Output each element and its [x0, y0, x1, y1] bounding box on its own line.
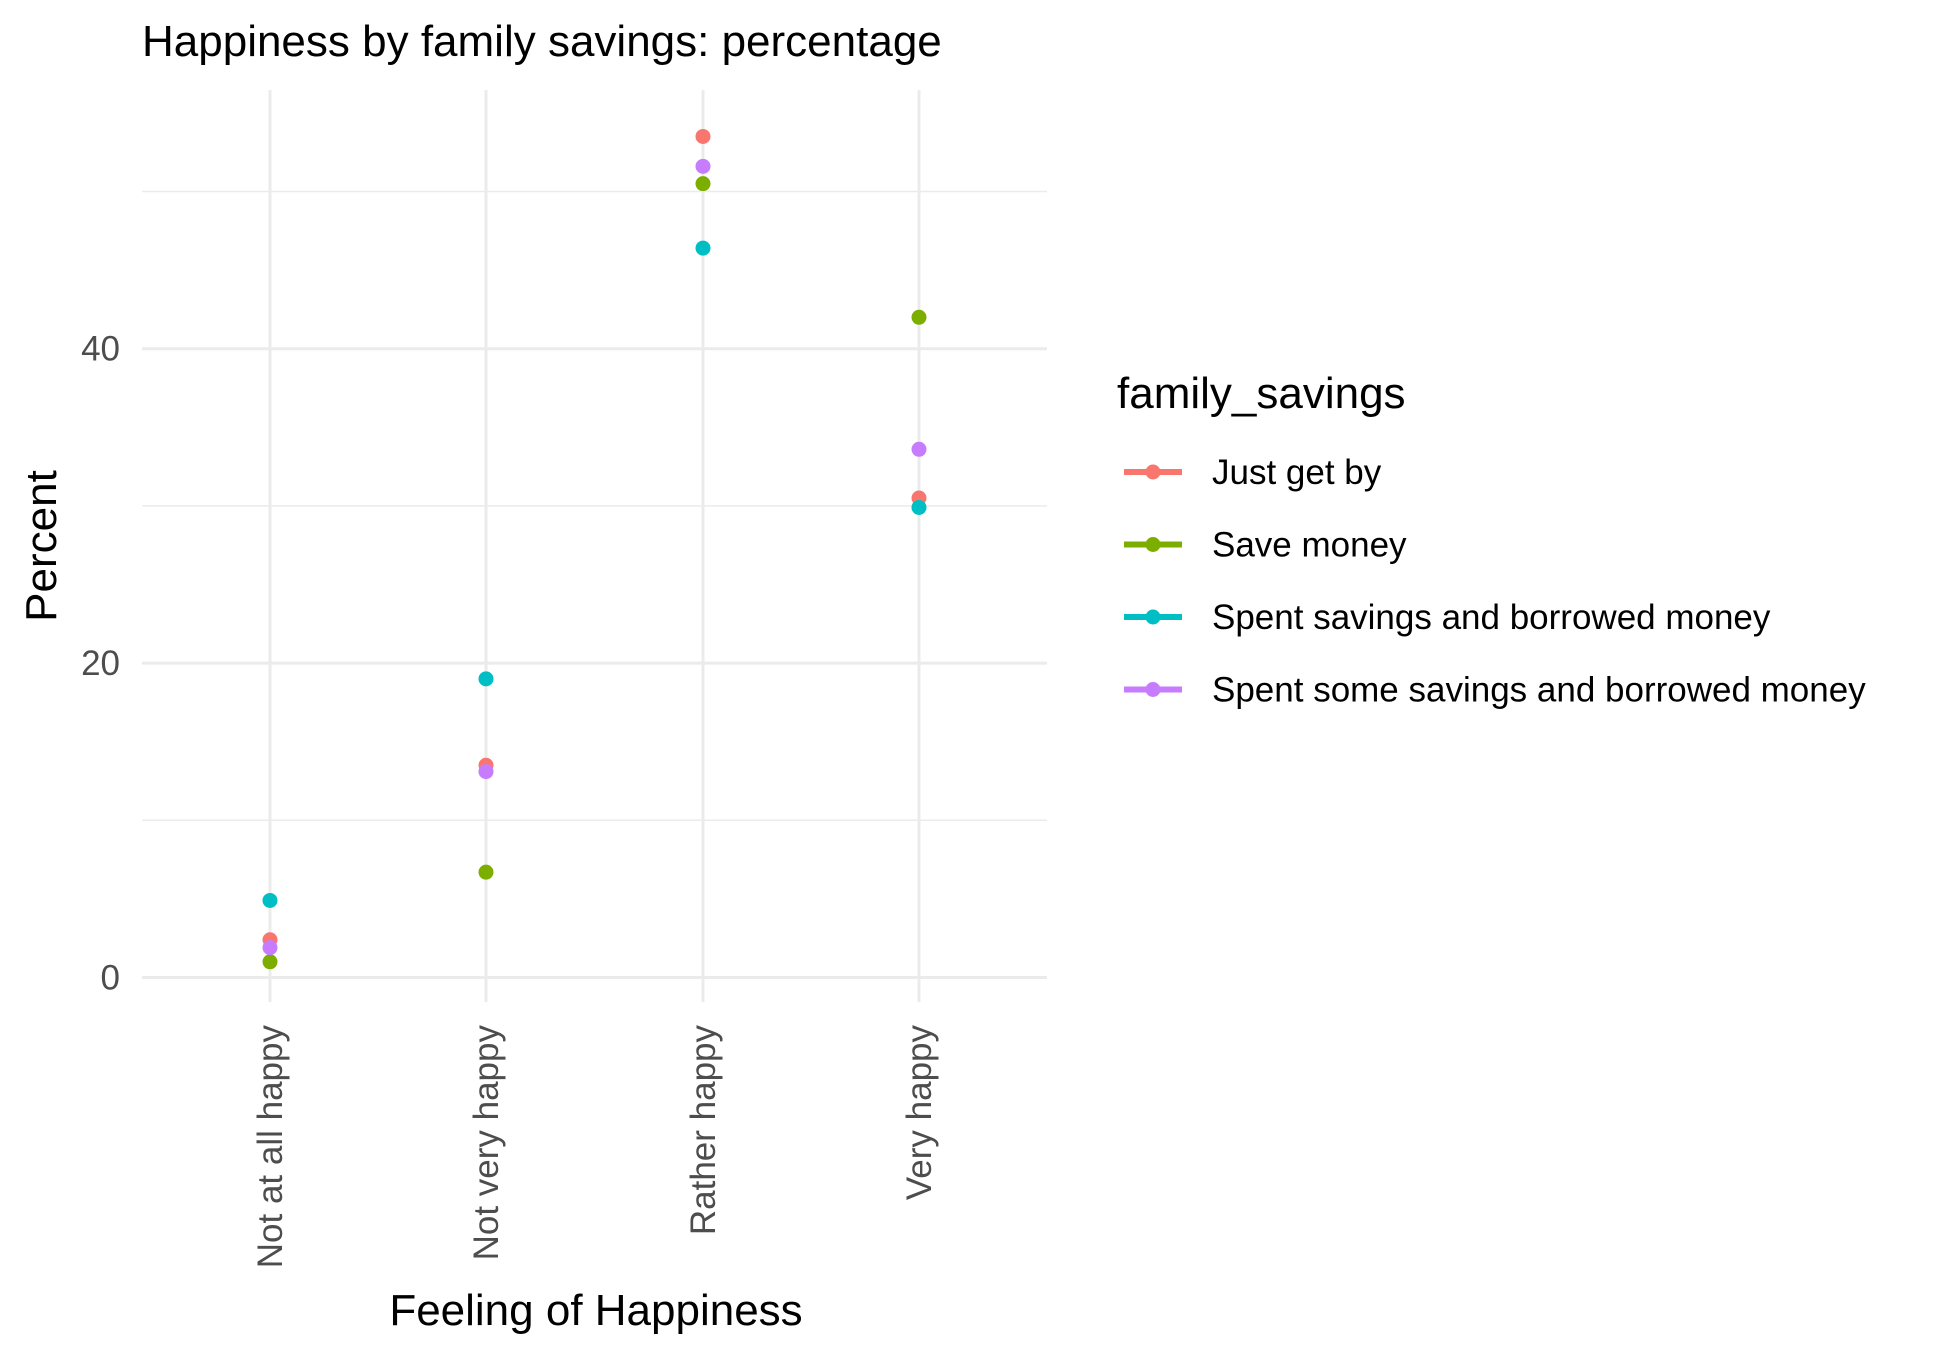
point-3-3	[911, 441, 927, 457]
point-3-2	[695, 158, 711, 174]
y-tick-label-1: 20	[81, 644, 120, 683]
y-tick-label-2: 40	[81, 330, 120, 369]
point-2-1	[478, 671, 494, 687]
chart-title: Happiness by family savings: percentage	[142, 17, 942, 66]
point-2-0	[262, 892, 278, 908]
x-tick-label-3: Very happy	[900, 1025, 939, 1201]
legend-key-point-2	[1145, 609, 1161, 625]
y-axis-ticks: 0 20 40	[81, 330, 120, 998]
x-tick-label-2: Rather happy	[684, 1025, 723, 1236]
legend-label-2: Spent savings and borrowed money	[1212, 598, 1771, 637]
point-3-0	[262, 940, 278, 956]
point-1-3	[911, 309, 927, 325]
y-axis-title: Percent	[17, 470, 66, 622]
point-0-2	[695, 128, 711, 144]
point-2-2	[695, 240, 711, 256]
point-1-2	[695, 176, 711, 192]
legend-item-3: Spent some savings and borrowed money	[1124, 671, 1866, 710]
legend-key-point-1	[1145, 537, 1161, 552]
point-3-1	[478, 764, 494, 780]
x-tick-label-1: Not very happy	[467, 1025, 506, 1261]
point-1-0	[262, 954, 278, 970]
x-tick-label-0: Not at all happy	[251, 1025, 290, 1269]
point-1-1	[478, 864, 494, 880]
legend-item-0: Just get by	[1124, 453, 1382, 492]
x-axis-ticks: Not at all happy Not very happy Rather hap…	[251, 1025, 939, 1269]
point-2-3	[911, 499, 927, 515]
data-points	[262, 128, 927, 970]
legend-key-point-0	[1145, 464, 1161, 480]
legend-label-0: Just get by	[1212, 453, 1382, 492]
x-axis-title: Feeling of Happiness	[389, 1286, 802, 1335]
legend-title: family_savings	[1117, 369, 1406, 418]
plot-grid	[142, 90, 1047, 1002]
legend-label-3: Spent some savings and borrowed money	[1212, 671, 1866, 710]
legend: family_savings Just get by Save money Spen…	[1117, 369, 1866, 710]
legend-items: Just get by Save money Spent savings and b…	[1124, 453, 1866, 710]
legend-key-point-3	[1145, 682, 1161, 697]
legend-label-1: Save money	[1212, 526, 1407, 565]
y-tick-label-0: 0	[101, 959, 120, 998]
legend-item-2: Spent savings and borrowed money	[1124, 598, 1771, 637]
legend-item-1: Save money	[1124, 526, 1407, 565]
